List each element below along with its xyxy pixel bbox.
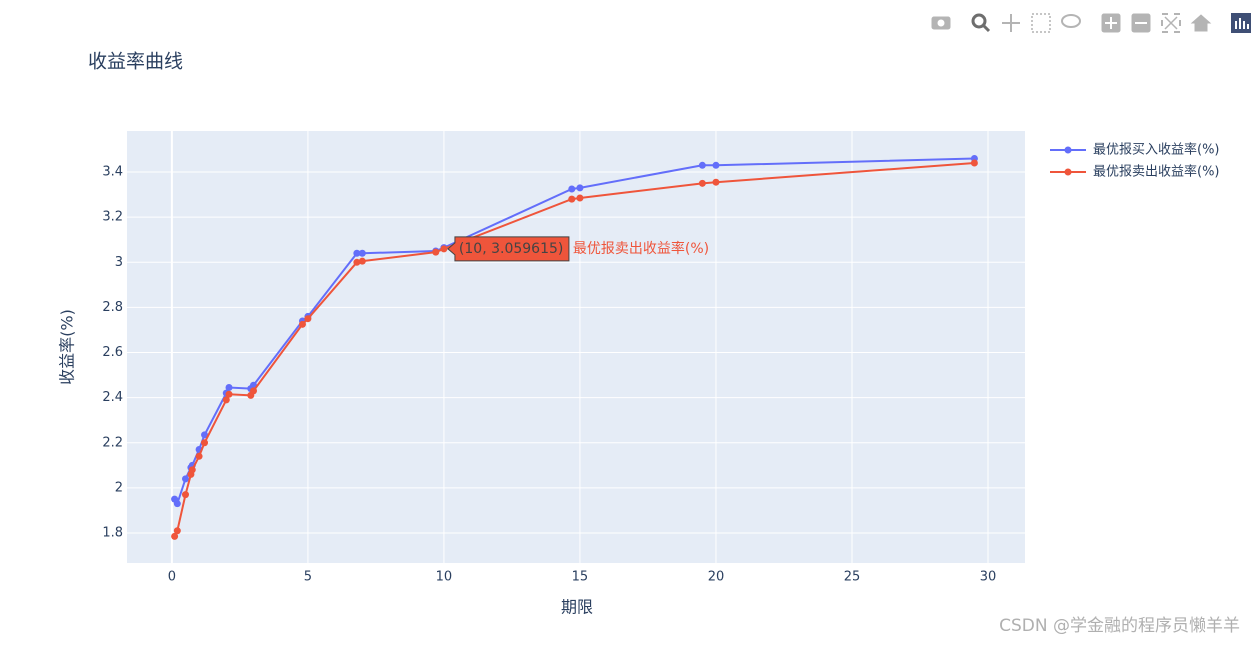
data-point [576,184,584,192]
y-tick-label: 2 [115,480,123,495]
box-select-button[interactable] [1031,13,1051,33]
y-axis-label: 收益率(%) [58,309,77,385]
x-tick-label: 25 [844,570,861,585]
hover-series-name: 最优报卖出收益率(%) [573,240,709,257]
data-point [698,179,706,187]
data-point [188,466,196,474]
x-tick-label: 5 [304,570,312,585]
y-tick-label: 1.8 [102,525,123,540]
data-point [173,500,181,508]
zoom-button[interactable] [971,13,991,33]
data-point [712,178,720,186]
y-tick-label: 2.6 [102,345,123,360]
chart-title: 收益率曲线 [88,51,183,73]
data-point [576,194,584,202]
data-point [249,387,257,395]
data-point [181,491,189,499]
camera-button[interactable] [931,16,951,30]
x-tick-label: 10 [436,570,453,585]
y-tick-label: 3 [115,255,123,270]
data-point [173,527,181,535]
data-point [225,383,233,391]
y-tick-label: 2.2 [102,435,123,450]
legend-marker [1064,168,1072,176]
data-point [440,245,448,253]
data-point [432,248,440,256]
pan-button[interactable] [1002,14,1020,32]
data-point [568,185,576,193]
x-tick-label: 30 [980,570,997,585]
data-point [353,258,361,266]
toolbar [931,13,1251,33]
hover-box [447,236,570,262]
data-point [195,452,203,460]
data-point [298,320,306,328]
zoom-out-button[interactable] [1131,13,1151,33]
y-tick-label: 2.8 [102,300,123,315]
plotly-logo[interactable] [1231,13,1251,33]
legend-marker [1064,146,1072,154]
data-point [225,390,233,398]
legend-label: 最优报卖出收益率(%) [1093,164,1220,180]
watermark: CSDN @学金融的程序员懒羊羊 [999,616,1240,636]
y-tick-label: 3.2 [102,210,123,225]
hover-text: (10, 3.059615) [459,241,563,257]
y-tick-label: 2.4 [102,390,123,405]
lasso-button[interactable] [1061,14,1081,28]
data-point [304,315,312,323]
plot-layer [127,131,1025,563]
plot-area [127,131,1025,563]
data-point [353,249,361,257]
data-point [712,161,720,169]
legend-label: 最优报买入收益率(%) [1093,142,1220,158]
zoom-in-button[interactable] [1101,13,1121,33]
y-tick-label: 3.4 [102,165,123,180]
x-axis-label: 期限 [561,598,593,617]
data-point [970,159,978,167]
x-tick-label: 20 [708,570,725,585]
data-point [222,396,230,404]
data-point [181,475,189,483]
x-tick-label: 15 [572,570,589,585]
data-point [358,257,366,265]
reset-button[interactable] [1190,14,1212,32]
data-point [171,532,179,540]
data-point [201,431,209,439]
autoscale-button[interactable] [1161,13,1181,33]
data-point [698,161,706,169]
data-point [358,249,366,257]
data-point [201,439,209,447]
data-point [568,195,576,203]
x-tick-label: 0 [168,570,176,585]
